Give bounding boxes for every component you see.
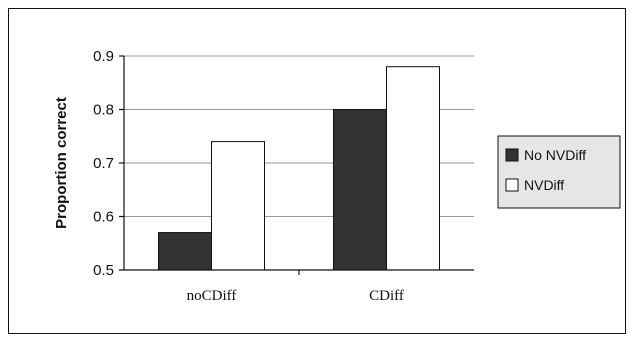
legend-swatch	[505, 148, 519, 162]
y-tick-label: 0.5	[93, 262, 114, 279]
y-tick-labels: 0.5 0.6 0.7 0.8 0.9	[93, 48, 114, 279]
bar-nocdiff-no-nvdiff	[158, 232, 212, 271]
legend-label: No NVDiff	[524, 147, 586, 163]
bar-cdiff-no-nvdiff	[333, 109, 387, 271]
bar-cdiff-nvdiff	[386, 66, 440, 271]
category-labels: noCDiff CDiff	[187, 288, 404, 304]
bars	[158, 66, 440, 271]
y-tick-label: 0.7	[93, 155, 114, 172]
y-tick-label: 0.9	[93, 48, 114, 65]
bar-nocdiff-nvdiff	[211, 141, 265, 271]
category-label: CDiff	[369, 288, 404, 304]
legend-swatch	[505, 178, 519, 192]
axes	[119, 55, 474, 275]
legend-box	[497, 135, 621, 209]
category-label: noCDiff	[187, 288, 237, 304]
legend-label: NVDiff	[524, 177, 564, 193]
y-tick-label: 0.8	[93, 102, 114, 119]
y-tick-label: 0.6	[93, 209, 114, 226]
legend: No NVDiff NVDiff	[497, 135, 621, 209]
y-axis-label: Proportion correct	[53, 97, 70, 229]
